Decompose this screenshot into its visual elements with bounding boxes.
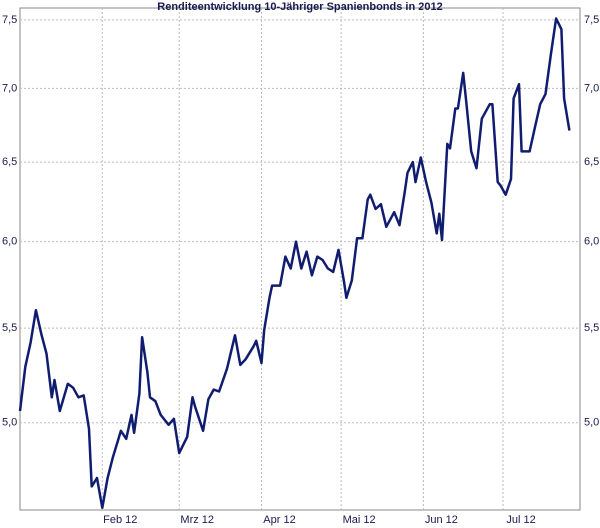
x-tick-label: Mai 12 <box>343 514 376 526</box>
y-tick-label: 5,5 <box>2 322 17 334</box>
y-tick-label: 6,0 <box>2 236 17 248</box>
y-tick-label-right: 5,5 <box>584 322 599 334</box>
x-tick-label: Jun 12 <box>425 514 458 526</box>
x-tick-label: Mrz 12 <box>180 514 214 526</box>
y-tick-label: 5,0 <box>2 417 17 429</box>
chart-title: Renditeentwicklung 10-Jähriger Spanienbo… <box>157 1 442 13</box>
data-line <box>18 17 571 510</box>
y-tick-label-right: 7,0 <box>584 82 599 94</box>
y-tick-label: 7,5 <box>2 14 17 26</box>
y-tick-label-right: 6,5 <box>584 156 599 168</box>
y-tick-label-right: 6,0 <box>584 236 599 248</box>
y-tick-label: 6,5 <box>2 156 17 168</box>
y-tick-label-right: 7,5 <box>584 14 599 26</box>
x-tick-label: Jul 12 <box>506 514 535 526</box>
x-tick-label: Apr 12 <box>263 514 295 526</box>
x-tick-label: Feb 12 <box>103 514 137 526</box>
y-tick-label-right: 5,0 <box>584 417 599 429</box>
y-tick-label: 7,0 <box>2 82 17 94</box>
